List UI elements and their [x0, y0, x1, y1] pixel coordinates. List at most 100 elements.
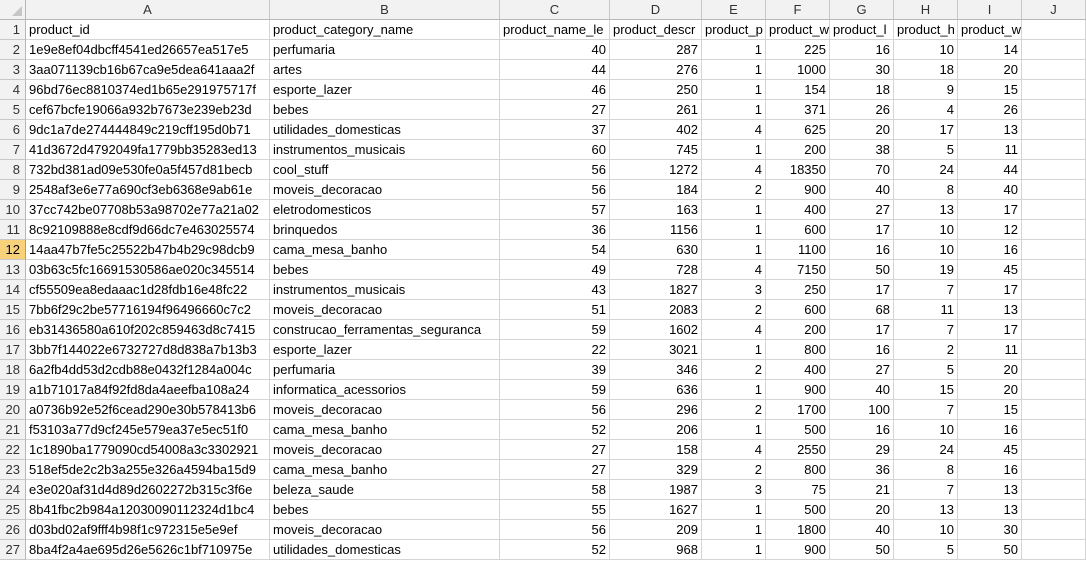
cell-j5[interactable]: [1022, 100, 1086, 120]
cell-h27[interactable]: 5: [894, 540, 958, 560]
cell-b19[interactable]: informatica_acessorios: [270, 380, 500, 400]
cell-d2[interactable]: 287: [610, 40, 702, 60]
cell-e7[interactable]: 1: [702, 140, 766, 160]
cell-a3[interactable]: 3aa071139cb16b67ca9e5dea641aaa2f: [26, 60, 270, 80]
cell-c22[interactable]: 27: [500, 440, 610, 460]
cell-c9[interactable]: 56: [500, 180, 610, 200]
cell-c14[interactable]: 43: [500, 280, 610, 300]
cell-e1[interactable]: product_p: [702, 20, 766, 40]
cell-h26[interactable]: 10: [894, 520, 958, 540]
cell-j22[interactable]: [1022, 440, 1086, 460]
cell-a17[interactable]: 3bb7f144022e6732727d8d838a7b13b3: [26, 340, 270, 360]
cell-j20[interactable]: [1022, 400, 1086, 420]
cell-f4[interactable]: 154: [766, 80, 830, 100]
column-header-i[interactable]: I: [958, 0, 1022, 20]
cell-e19[interactable]: 1: [702, 380, 766, 400]
cell-b8[interactable]: cool_stuff: [270, 160, 500, 180]
cell-j23[interactable]: [1022, 460, 1086, 480]
row-header-9[interactable]: 9: [0, 180, 26, 200]
cell-d20[interactable]: 296: [610, 400, 702, 420]
cell-h23[interactable]: 8: [894, 460, 958, 480]
cell-a16[interactable]: eb31436580a610f202c859463d8c7415: [26, 320, 270, 340]
cell-e9[interactable]: 2: [702, 180, 766, 200]
cell-d25[interactable]: 1627: [610, 500, 702, 520]
cell-i22[interactable]: 45: [958, 440, 1022, 460]
cell-e22[interactable]: 4: [702, 440, 766, 460]
row-header-16[interactable]: 16: [0, 320, 26, 340]
cell-d9[interactable]: 184: [610, 180, 702, 200]
column-header-d[interactable]: D: [610, 0, 702, 20]
row-header-19[interactable]: 19: [0, 380, 26, 400]
select-all-corner[interactable]: [0, 0, 26, 20]
cell-c5[interactable]: 27: [500, 100, 610, 120]
cell-j8[interactable]: [1022, 160, 1086, 180]
column-header-b[interactable]: B: [270, 0, 500, 20]
cell-i23[interactable]: 16: [958, 460, 1022, 480]
cell-h8[interactable]: 24: [894, 160, 958, 180]
cell-i13[interactable]: 45: [958, 260, 1022, 280]
cell-d26[interactable]: 209: [610, 520, 702, 540]
cell-c27[interactable]: 52: [500, 540, 610, 560]
cell-g11[interactable]: 17: [830, 220, 894, 240]
cell-h19[interactable]: 15: [894, 380, 958, 400]
cell-e27[interactable]: 1: [702, 540, 766, 560]
cell-b14[interactable]: instrumentos_musicais: [270, 280, 500, 300]
column-header-f[interactable]: F: [766, 0, 830, 20]
cell-i5[interactable]: 26: [958, 100, 1022, 120]
cell-i10[interactable]: 17: [958, 200, 1022, 220]
cell-d24[interactable]: 1987: [610, 480, 702, 500]
cell-h15[interactable]: 11: [894, 300, 958, 320]
row-header-10[interactable]: 10: [0, 200, 26, 220]
cell-a14[interactable]: cf55509ea8edaaac1d28fdb16e48fc22: [26, 280, 270, 300]
cell-f20[interactable]: 1700: [766, 400, 830, 420]
cell-b27[interactable]: utilidades_domesticas: [270, 540, 500, 560]
cell-d7[interactable]: 745: [610, 140, 702, 160]
cell-d12[interactable]: 630: [610, 240, 702, 260]
cell-c1[interactable]: product_name_le: [500, 20, 610, 40]
cell-g27[interactable]: 50: [830, 540, 894, 560]
cell-g24[interactable]: 21: [830, 480, 894, 500]
cell-g19[interactable]: 40: [830, 380, 894, 400]
cell-g2[interactable]: 16: [830, 40, 894, 60]
cell-c6[interactable]: 37: [500, 120, 610, 140]
row-header-3[interactable]: 3: [0, 60, 26, 80]
cell-a1[interactable]: product_id: [26, 20, 270, 40]
cell-f6[interactable]: 625: [766, 120, 830, 140]
cell-d11[interactable]: 1156: [610, 220, 702, 240]
cell-f12[interactable]: 1100: [766, 240, 830, 260]
cell-f16[interactable]: 200: [766, 320, 830, 340]
cell-e8[interactable]: 4: [702, 160, 766, 180]
cell-b16[interactable]: construcao_ferramentas_seguranca: [270, 320, 500, 340]
row-header-6[interactable]: 6: [0, 120, 26, 140]
cell-a15[interactable]: 7bb6f29c2be57716194f96496660c7c2: [26, 300, 270, 320]
cell-a2[interactable]: 1e9e8ef04dbcff4541ed26657ea517e5: [26, 40, 270, 60]
cell-c3[interactable]: 44: [500, 60, 610, 80]
cell-d8[interactable]: 1272: [610, 160, 702, 180]
row-header-25[interactable]: 25: [0, 500, 26, 520]
cell-b4[interactable]: esporte_lazer: [270, 80, 500, 100]
cell-g22[interactable]: 29: [830, 440, 894, 460]
row-header-12[interactable]: 12: [0, 240, 26, 260]
cell-b21[interactable]: cama_mesa_banho: [270, 420, 500, 440]
cell-d18[interactable]: 346: [610, 360, 702, 380]
cell-i12[interactable]: 16: [958, 240, 1022, 260]
cell-i11[interactable]: 12: [958, 220, 1022, 240]
cell-d23[interactable]: 329: [610, 460, 702, 480]
cell-b22[interactable]: moveis_decoracao: [270, 440, 500, 460]
cell-d5[interactable]: 261: [610, 100, 702, 120]
cell-i15[interactable]: 13: [958, 300, 1022, 320]
cell-h18[interactable]: 5: [894, 360, 958, 380]
cell-f10[interactable]: 400: [766, 200, 830, 220]
row-header-18[interactable]: 18: [0, 360, 26, 380]
row-header-4[interactable]: 4: [0, 80, 26, 100]
cell-j24[interactable]: [1022, 480, 1086, 500]
cell-d13[interactable]: 728: [610, 260, 702, 280]
cell-c23[interactable]: 27: [500, 460, 610, 480]
cell-a8[interactable]: 732bd381ad09e530fe0a5f457d81becb: [26, 160, 270, 180]
cell-j7[interactable]: [1022, 140, 1086, 160]
cell-j25[interactable]: [1022, 500, 1086, 520]
row-header-17[interactable]: 17: [0, 340, 26, 360]
cell-c19[interactable]: 59: [500, 380, 610, 400]
cell-g14[interactable]: 17: [830, 280, 894, 300]
column-header-e[interactable]: E: [702, 0, 766, 20]
